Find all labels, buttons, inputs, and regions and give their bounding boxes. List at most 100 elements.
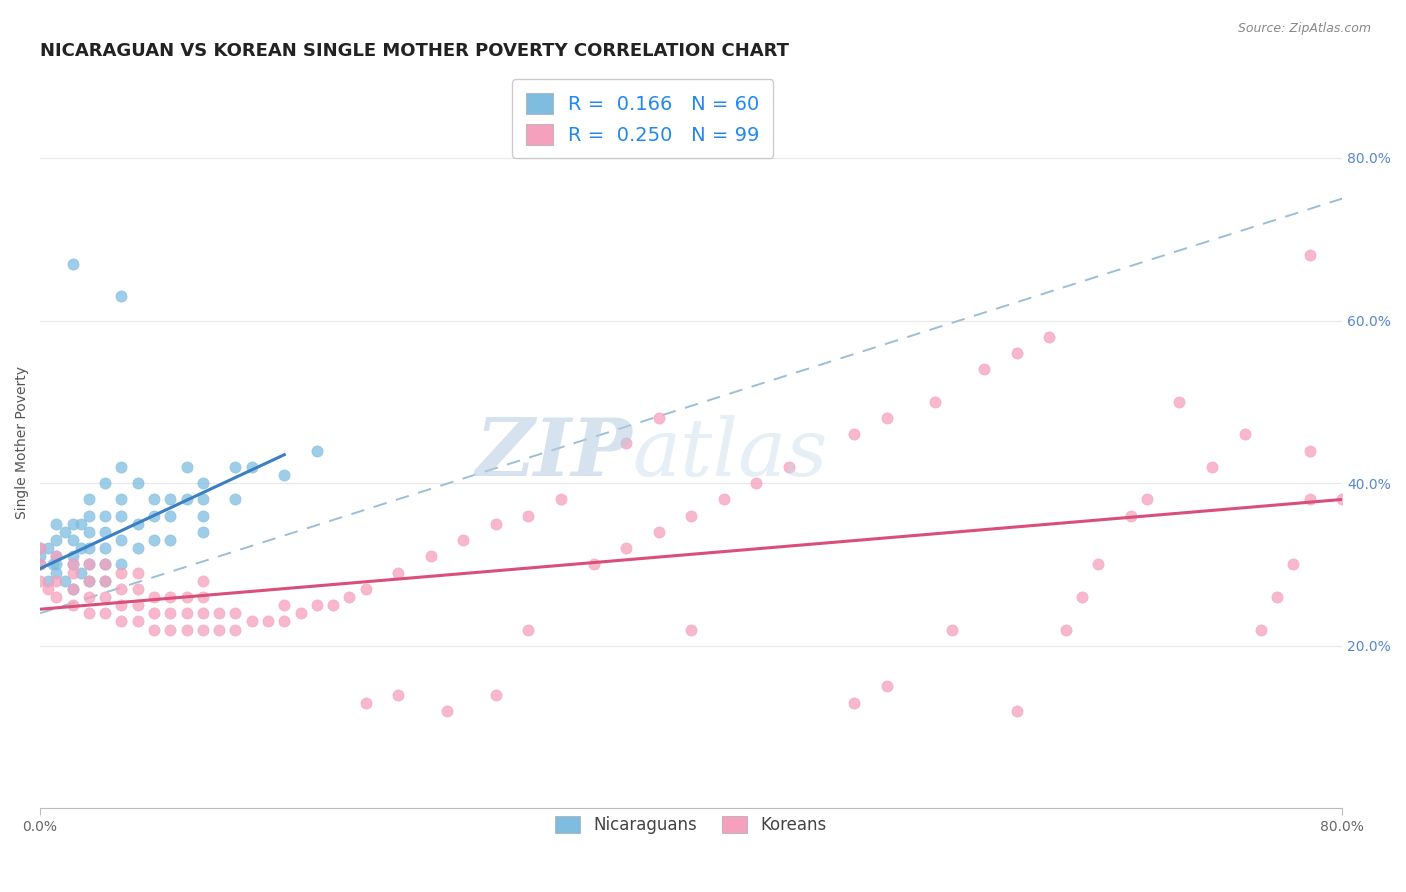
Point [550, 492, 572, 507]
Point [453, 533, 475, 547]
Point [62, 516, 84, 531]
Point [94, 524, 117, 539]
Point [159, 590, 181, 604]
Point [45, 533, 67, 547]
Point [208, 607, 231, 621]
Point [62, 549, 84, 564]
Point [37, 541, 59, 556]
Point [485, 516, 508, 531]
Point [62, 582, 84, 596]
Point [45, 574, 67, 588]
Point [30, 574, 52, 588]
Point [143, 590, 166, 604]
Point [224, 607, 246, 621]
Point [127, 476, 149, 491]
Point [176, 607, 198, 621]
Point [45, 566, 67, 580]
Point [110, 289, 132, 303]
Point [1070, 590, 1092, 604]
Point [191, 508, 214, 523]
Text: atlas: atlas [633, 415, 828, 492]
Point [1265, 590, 1288, 604]
Point [273, 468, 295, 483]
Point [842, 427, 865, 442]
Point [436, 704, 458, 718]
Point [240, 615, 263, 629]
Point [110, 459, 132, 474]
Point [745, 476, 768, 491]
Point [143, 492, 166, 507]
Point [1136, 492, 1159, 507]
Point [191, 476, 214, 491]
Point [647, 411, 669, 425]
Point [62, 582, 84, 596]
Point [842, 696, 865, 710]
Point [77, 574, 100, 588]
Point [191, 590, 214, 604]
Point [1168, 395, 1191, 409]
Point [94, 590, 117, 604]
Point [110, 566, 132, 580]
Point [127, 566, 149, 580]
Point [62, 558, 84, 572]
Point [94, 558, 117, 572]
Point [62, 257, 84, 271]
Point [1005, 346, 1028, 360]
Point [1299, 492, 1322, 507]
Point [143, 623, 166, 637]
Point [77, 590, 100, 604]
Point [1299, 248, 1322, 262]
Y-axis label: Single Mother Poverty: Single Mother Poverty [15, 366, 30, 519]
Point [127, 615, 149, 629]
Point [224, 492, 246, 507]
Point [45, 549, 67, 564]
Point [110, 582, 132, 596]
Point [778, 459, 800, 474]
Point [45, 590, 67, 604]
Point [159, 508, 181, 523]
Point [191, 492, 214, 507]
Point [387, 688, 409, 702]
Point [69, 566, 91, 580]
Point [143, 508, 166, 523]
Text: Source: ZipAtlas.com: Source: ZipAtlas.com [1237, 22, 1371, 36]
Point [42, 558, 65, 572]
Point [110, 615, 132, 629]
Point [1119, 508, 1142, 523]
Point [77, 607, 100, 621]
Point [53, 524, 76, 539]
Point [69, 541, 91, 556]
Point [77, 558, 100, 572]
Point [322, 598, 344, 612]
Point [77, 558, 100, 572]
Point [94, 541, 117, 556]
Point [1250, 623, 1272, 637]
Point [1038, 330, 1060, 344]
Point [582, 558, 605, 572]
Point [1233, 427, 1256, 442]
Point [62, 558, 84, 572]
Point [127, 516, 149, 531]
Point [127, 582, 149, 596]
Point [485, 688, 508, 702]
Point [77, 524, 100, 539]
Point [1005, 704, 1028, 718]
Point [191, 607, 214, 621]
Point [110, 533, 132, 547]
Point [143, 533, 166, 547]
Point [191, 623, 214, 637]
Point [973, 362, 995, 376]
Point [110, 492, 132, 507]
Legend: Nicaraguans, Koreans: Nicaraguans, Koreans [546, 805, 837, 844]
Point [354, 696, 377, 710]
Point [45, 516, 67, 531]
Point [191, 574, 214, 588]
Point [94, 558, 117, 572]
Point [110, 558, 132, 572]
Point [159, 623, 181, 637]
Point [176, 590, 198, 604]
Point [159, 533, 181, 547]
Point [176, 623, 198, 637]
Point [681, 623, 703, 637]
Point [305, 443, 328, 458]
